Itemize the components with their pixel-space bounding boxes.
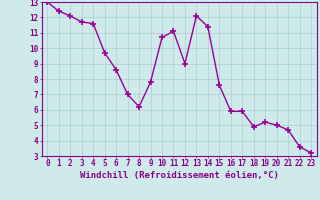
X-axis label: Windchill (Refroidissement éolien,°C): Windchill (Refroidissement éolien,°C) (80, 171, 279, 180)
